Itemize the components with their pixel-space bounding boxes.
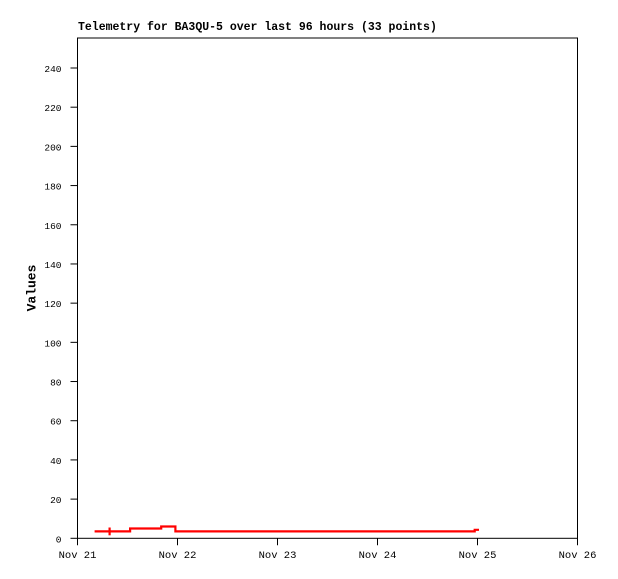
svg-text:Nov 22: Nov 22	[159, 550, 197, 562]
svg-text:60: 60	[50, 417, 62, 428]
svg-text:0: 0	[56, 534, 62, 545]
svg-text:40: 40	[50, 456, 62, 467]
svg-text:240: 240	[44, 64, 61, 75]
svg-text:180: 180	[44, 182, 61, 193]
svg-text:100: 100	[44, 338, 61, 349]
svg-text:Values: Values	[25, 264, 40, 311]
svg-text:80: 80	[50, 378, 62, 389]
svg-text:120: 120	[44, 299, 61, 310]
svg-text:Nov 23: Nov 23	[259, 550, 297, 562]
svg-text:Telemetry for BA3QU-5 over las: Telemetry for BA3QU-5 over last 96 hours…	[78, 21, 437, 34]
svg-text:20: 20	[50, 495, 62, 506]
svg-text:Nov 21: Nov 21	[59, 550, 97, 562]
svg-text:Nov 26: Nov 26	[559, 550, 597, 562]
svg-text:Nov 25: Nov 25	[459, 550, 497, 562]
svg-text:200: 200	[44, 142, 61, 153]
svg-text:Nov 24: Nov 24	[359, 550, 397, 562]
svg-text:140: 140	[44, 260, 61, 271]
svg-text:160: 160	[44, 221, 61, 232]
svg-text:220: 220	[44, 103, 61, 114]
